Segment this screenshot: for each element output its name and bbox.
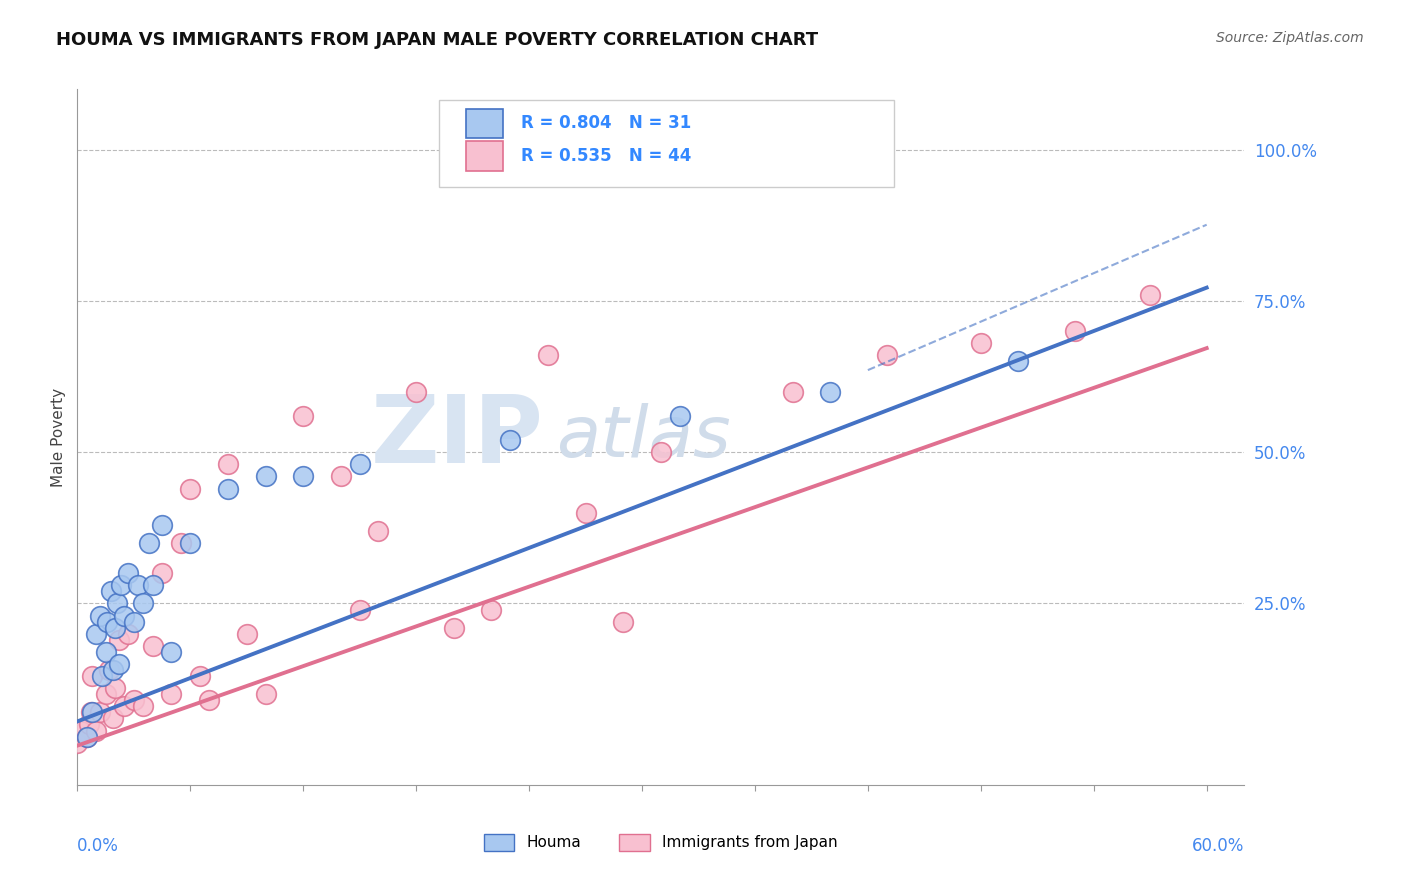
Point: [110, 578, 132, 592]
Point: [668, 409, 690, 423]
Point: [77, 717, 100, 731]
Bar: [465, 109, 503, 138]
Point: [481, 602, 503, 616]
Point: [89, 608, 111, 623]
Point: [90, 669, 112, 683]
Point: [142, 578, 165, 592]
Point: [101, 711, 124, 725]
Point: [179, 536, 201, 550]
Point: [150, 566, 173, 581]
Point: [138, 536, 160, 550]
Text: atlas: atlas: [555, 402, 730, 472]
Point: [79, 706, 101, 720]
Y-axis label: Male Poverty: Male Poverty: [51, 387, 66, 487]
Point: [405, 384, 427, 399]
Text: Source: ZipAtlas.com: Source: ZipAtlas.com: [1216, 31, 1364, 45]
Point: [170, 536, 193, 550]
Point: [254, 687, 277, 701]
Point: [235, 626, 257, 640]
Text: 0.0%: 0.0%: [77, 837, 120, 855]
Point: [112, 608, 135, 623]
Point: [499, 433, 522, 447]
Point: [254, 469, 277, 483]
Point: [122, 615, 145, 629]
Point: [537, 348, 560, 362]
Point: [132, 597, 155, 611]
Point: [107, 657, 129, 671]
Point: [349, 602, 371, 616]
Point: [198, 693, 221, 707]
Point: [292, 409, 315, 423]
Point: [76, 730, 98, 744]
Point: [217, 482, 239, 496]
Bar: [465, 141, 503, 170]
Point: [818, 384, 841, 399]
Point: [89, 706, 111, 720]
Point: [876, 348, 898, 362]
Point: [160, 687, 183, 701]
Point: [84, 723, 107, 738]
Point: [574, 506, 596, 520]
Point: [94, 645, 117, 659]
Point: [82, 669, 104, 683]
Point: [107, 632, 129, 647]
Point: [98, 663, 121, 677]
Point: [117, 566, 139, 581]
Point: [292, 469, 315, 483]
Point: [179, 482, 201, 496]
Point: [122, 693, 145, 707]
Text: HOUMA VS IMMIGRANTS FROM JAPAN MALE POVERTY CORRELATION CHART: HOUMA VS IMMIGRANTS FROM JAPAN MALE POVE…: [56, 31, 818, 49]
Point: [782, 384, 804, 399]
Text: R = 0.804   N = 31: R = 0.804 N = 31: [520, 114, 690, 132]
Point: [94, 687, 117, 701]
Point: [112, 699, 135, 714]
Legend: Houma, Immigrants from Japan: Houma, Immigrants from Japan: [478, 828, 844, 857]
Point: [329, 469, 352, 483]
Point: [142, 639, 165, 653]
Point: [1139, 288, 1161, 302]
Point: [105, 597, 128, 611]
Point: [725, 130, 748, 145]
Point: [117, 626, 139, 640]
Point: [76, 730, 98, 744]
Point: [104, 621, 127, 635]
Point: [160, 645, 183, 659]
FancyBboxPatch shape: [439, 100, 894, 186]
Point: [1007, 354, 1029, 368]
Point: [1064, 324, 1087, 338]
Point: [349, 458, 371, 472]
Point: [367, 524, 389, 538]
Point: [101, 663, 124, 677]
Point: [127, 578, 149, 592]
Point: [82, 706, 104, 720]
Point: [188, 669, 211, 683]
Point: [66, 736, 89, 750]
Point: [100, 584, 122, 599]
Text: ZIP: ZIP: [371, 391, 544, 483]
Point: [443, 621, 465, 635]
Point: [217, 458, 239, 472]
Point: [104, 681, 127, 695]
Point: [650, 445, 672, 459]
Text: 60.0%: 60.0%: [1192, 837, 1244, 855]
Point: [970, 336, 993, 351]
Point: [150, 517, 173, 532]
Point: [132, 699, 155, 714]
Point: [612, 615, 634, 629]
Point: [96, 615, 118, 629]
Text: R = 0.535   N = 44: R = 0.535 N = 44: [520, 147, 692, 165]
Point: [84, 626, 107, 640]
Point: [70, 723, 93, 738]
